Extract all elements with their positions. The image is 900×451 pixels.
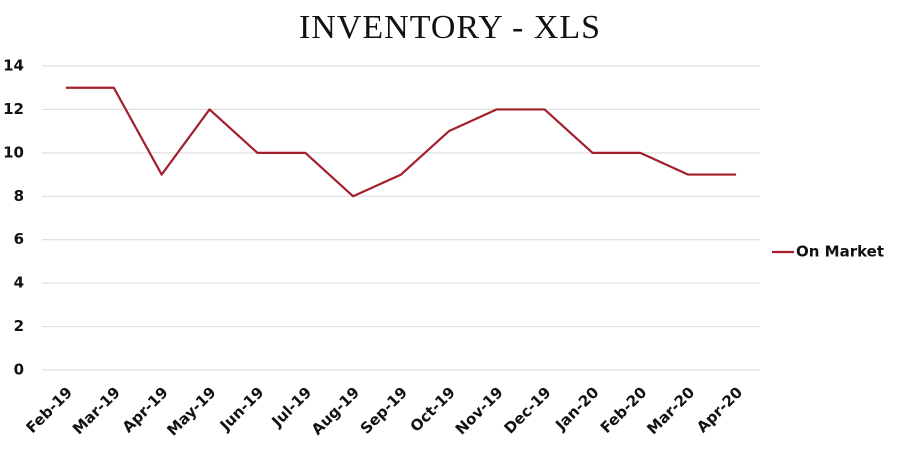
x-tick-label: Dec-19: [500, 383, 554, 437]
x-tick-label: Mar-20: [643, 383, 698, 438]
x-tick-label: Mar-19: [69, 383, 124, 438]
legend-label: On Market: [796, 243, 884, 261]
y-tick-label: 6: [14, 230, 24, 248]
y-tick-label: 2: [14, 317, 24, 335]
data-line: [65, 86, 737, 198]
y-tick-label: 14: [3, 57, 24, 75]
x-tick-label: Apr-20: [693, 383, 746, 436]
x-tick-label: Feb-20: [597, 383, 650, 436]
x-tick-label: Jul-19: [268, 383, 316, 431]
x-tick-label: Sep-19: [357, 383, 411, 437]
x-tick-label: Feb-19: [22, 383, 75, 436]
y-tick-label: 8: [14, 187, 24, 205]
x-tick-label: Jan-20: [551, 383, 602, 434]
y-tick-label: 0: [14, 361, 24, 379]
y-tick-label: 12: [3, 100, 24, 118]
x-tick-label: Aug-19: [308, 383, 363, 438]
chart-title: INVENTORY - XLS: [299, 9, 601, 46]
x-tick-label: Jun-19: [216, 383, 268, 435]
x-tick-label: May-19: [163, 383, 219, 439]
y-tick-label: 10: [3, 143, 24, 161]
y-tick-label: 4: [14, 274, 24, 292]
x-tick-label: Nov-19: [452, 383, 507, 438]
x-tick-label: Oct-19: [407, 383, 459, 435]
